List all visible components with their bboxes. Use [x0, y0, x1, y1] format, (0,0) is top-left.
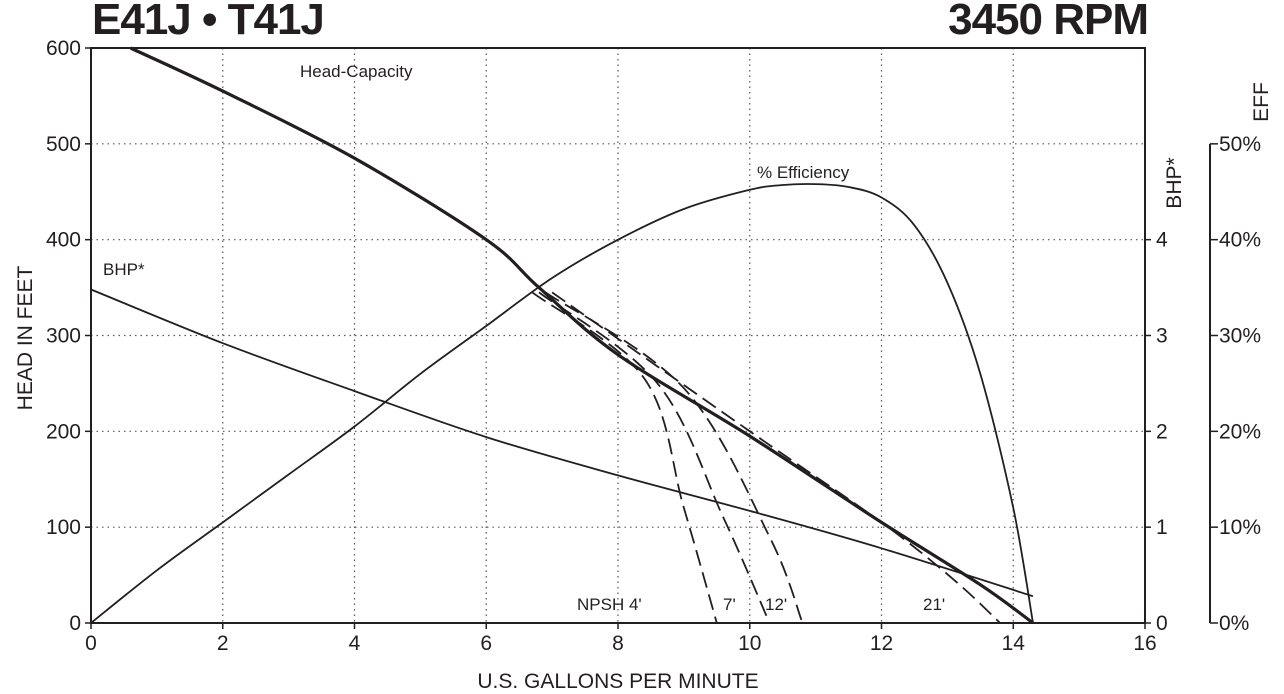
bhp-tick-label: 3 [1156, 325, 1168, 348]
eff-tick-label: 40% [1219, 229, 1261, 252]
npsh-7-label: 7' [723, 595, 736, 614]
series-line-bhp [90, 288, 1034, 598]
x-tick-label: 2 [217, 632, 229, 655]
series-line-npsh-4 [531, 291, 718, 624]
efficiency-label: % Efficiency [757, 163, 850, 182]
head-tick-label: 600 [46, 37, 81, 60]
bhp-curve-label: BHP* [103, 260, 145, 279]
series-line-12 [544, 291, 804, 624]
bhp-tick-label: 0 [1156, 612, 1168, 635]
x-tick-label: 12 [870, 632, 893, 655]
x-tick-label: 8 [612, 632, 624, 655]
eff-tick-label: 50% [1219, 133, 1261, 156]
npsh-4-label: NPSH 4' [577, 595, 642, 614]
head-tick-label: 0 [69, 612, 81, 635]
bhp-axis-title: BHP* [1163, 157, 1186, 208]
head-tick-label: 300 [46, 325, 81, 348]
eff-tick-label: 0% [1219, 612, 1249, 635]
head-capacity-label: Head-Capacity [300, 62, 413, 81]
head-tick-label: 500 [46, 133, 81, 156]
series-line-21 [551, 291, 1001, 624]
head-tick-label: 100 [46, 516, 81, 539]
eff-tick-label: 30% [1219, 325, 1261, 348]
eff-tick-label: 10% [1219, 516, 1261, 539]
head-axis-title: HEAD IN FEET [14, 265, 37, 410]
chart-title-model: E41J • T41J [92, 0, 325, 44]
bhp-tick-label: 1 [1156, 516, 1168, 539]
npsh-21-label: 21' [923, 595, 945, 614]
x-tick-label: 6 [480, 632, 492, 655]
bhp-tick-label: 2 [1156, 420, 1168, 443]
series-line-efficiency [90, 183, 1034, 624]
series-line-7 [538, 291, 771, 624]
x-tick-label: 4 [349, 632, 361, 655]
x-tick-label: 10 [738, 632, 761, 655]
bhp-tick-label: 4 [1156, 229, 1168, 252]
x-tick-label: 16 [1133, 632, 1156, 655]
npsh-12-label: 12' [765, 595, 787, 614]
eff-tick-label: 20% [1219, 420, 1261, 443]
x-axis-title: U.S. GALLONS PER MINUTE [477, 670, 758, 693]
x-tick-label: 0 [85, 632, 97, 655]
eff-axis-title: EFF [1250, 82, 1273, 122]
head-tick-label: 200 [46, 420, 81, 443]
head-tick-label: 400 [46, 229, 81, 252]
chart-title-speed: 3450 RPM [948, 0, 1149, 44]
x-tick-label: 14 [1002, 632, 1026, 655]
